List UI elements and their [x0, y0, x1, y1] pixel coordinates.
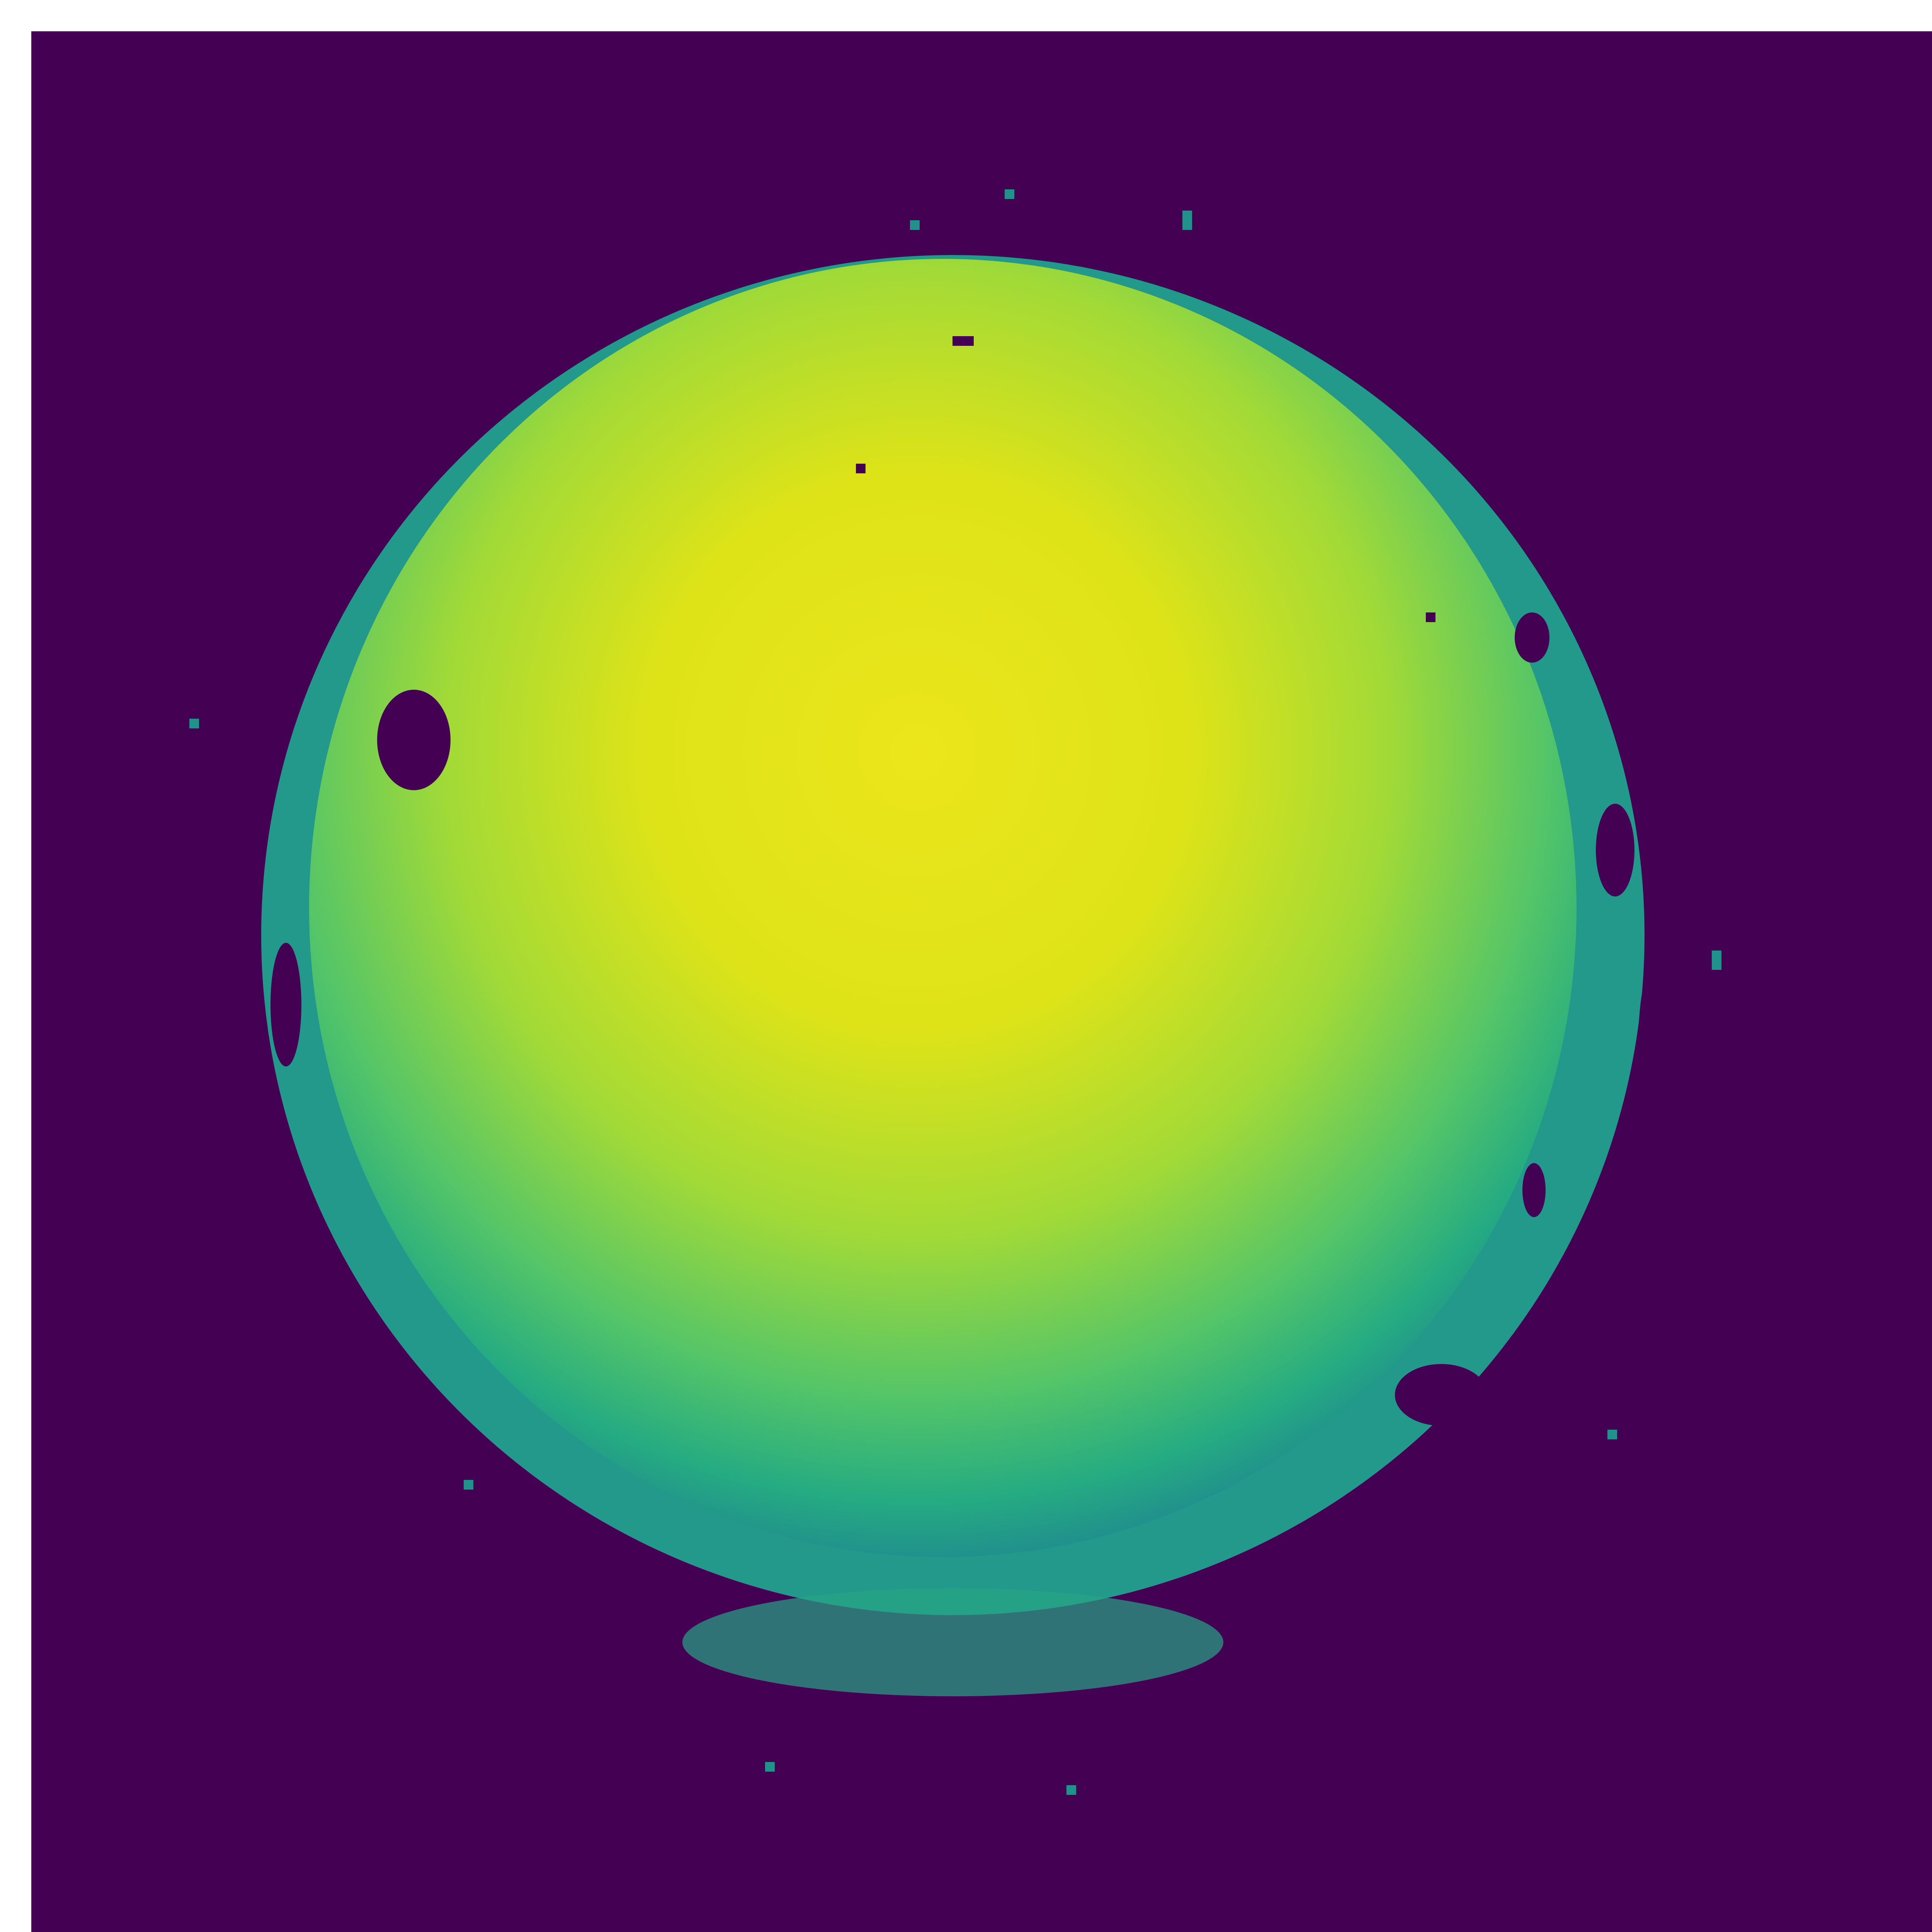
hole: [1638, 966, 1669, 1121]
speck: [1182, 211, 1192, 230]
speck: [189, 719, 199, 728]
specks: [189, 189, 1721, 1795]
hole: [952, 336, 974, 346]
speck: [1607, 1430, 1617, 1439]
hole: [1395, 1364, 1488, 1426]
speck: [765, 1762, 775, 1772]
hole: [1596, 804, 1634, 896]
speck: [910, 220, 920, 230]
disk: [309, 259, 1577, 1557]
speck: [1066, 1785, 1076, 1795]
lower-fringe: [682, 1588, 1223, 1696]
hole: [1426, 612, 1435, 622]
hole: [377, 690, 451, 790]
speck: [464, 1480, 473, 1490]
hole: [1522, 1163, 1546, 1217]
hole: [856, 464, 866, 473]
hole: [1515, 612, 1549, 663]
hole: [270, 943, 301, 1066]
holes: [270, 336, 1669, 1426]
speck: [1005, 189, 1014, 199]
speck: [1712, 951, 1721, 970]
